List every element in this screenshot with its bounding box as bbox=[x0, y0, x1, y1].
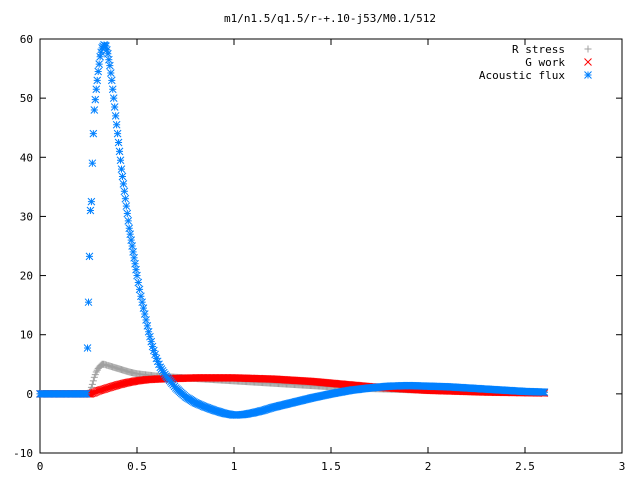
data-point bbox=[84, 298, 93, 307]
data-point bbox=[144, 327, 153, 336]
data-point bbox=[88, 159, 97, 168]
data-point bbox=[120, 187, 129, 196]
data-point bbox=[89, 389, 97, 397]
y-tick-label: 0 bbox=[26, 388, 33, 401]
data-point bbox=[92, 368, 100, 376]
data-point bbox=[115, 147, 124, 156]
data-point bbox=[89, 129, 98, 138]
x-tick-label: 0 bbox=[37, 460, 44, 473]
legend-marker bbox=[584, 45, 592, 53]
y-tick-label: 20 bbox=[20, 270, 33, 283]
x-tick-label: 2 bbox=[425, 460, 432, 473]
data-point bbox=[127, 236, 136, 244]
legend-label: Acoustic flux bbox=[479, 69, 565, 82]
data-point bbox=[89, 377, 97, 385]
data-point bbox=[540, 388, 549, 396]
data-point bbox=[135, 285, 144, 294]
data-point bbox=[87, 197, 96, 206]
data-point bbox=[114, 138, 123, 147]
data-point bbox=[109, 94, 118, 102]
x-tick-label: 3 bbox=[619, 460, 626, 473]
data-point bbox=[96, 52, 104, 61]
data-point bbox=[133, 271, 141, 280]
x-tick-label: 1.5 bbox=[321, 460, 341, 473]
data-point bbox=[90, 106, 99, 114]
data-point bbox=[143, 321, 152, 330]
data-point bbox=[92, 85, 101, 94]
data-point bbox=[95, 60, 104, 68]
plot-area bbox=[36, 41, 549, 420]
data-point bbox=[86, 206, 95, 215]
x-tick-label: 1 bbox=[231, 460, 238, 473]
data-point bbox=[117, 165, 126, 173]
legend-marker bbox=[584, 58, 592, 66]
data-point bbox=[137, 292, 145, 301]
series-acoustic-flux bbox=[36, 41, 549, 420]
x-tick-label: 0.5 bbox=[127, 460, 147, 473]
data-point bbox=[94, 67, 103, 76]
data-point bbox=[118, 172, 127, 181]
chart-title: m1/n1.5/q1.5/r-+.10-j53/M0.1/512 bbox=[224, 12, 436, 25]
legend-label: R stress bbox=[512, 43, 565, 56]
data-point bbox=[85, 252, 94, 261]
data-point bbox=[138, 298, 147, 307]
data-point bbox=[124, 217, 133, 225]
data-point bbox=[105, 61, 114, 70]
data-point bbox=[146, 332, 154, 341]
data-point bbox=[88, 380, 96, 388]
data-point bbox=[134, 278, 143, 287]
data-point bbox=[110, 103, 119, 111]
data-point bbox=[142, 316, 150, 324]
y-tick-label: 40 bbox=[20, 151, 33, 164]
data-point bbox=[121, 194, 130, 203]
data-point bbox=[113, 129, 122, 138]
data-point bbox=[106, 69, 115, 77]
x-axis: 0 0.5 1 1.5 2 2.5 3 bbox=[37, 39, 626, 473]
y-tick-label: 50 bbox=[20, 92, 33, 105]
data-point bbox=[82, 390, 91, 398]
data-point bbox=[122, 202, 131, 210]
data-point bbox=[147, 337, 156, 346]
y-tick-label: 10 bbox=[20, 329, 33, 342]
y-tick-label: 60 bbox=[20, 33, 33, 46]
data-point bbox=[119, 180, 128, 188]
y-tick-label: 30 bbox=[20, 210, 33, 223]
y-tick-label: -10 bbox=[13, 447, 33, 460]
legend-marker bbox=[584, 71, 592, 79]
data-point bbox=[116, 156, 125, 165]
data-point bbox=[112, 120, 121, 129]
data-point bbox=[83, 344, 92, 352]
data-point bbox=[91, 95, 100, 104]
data-point bbox=[107, 76, 116, 85]
x-tick-label: 2.5 bbox=[515, 460, 535, 473]
data-point bbox=[111, 112, 120, 120]
legend-label: G work bbox=[525, 56, 565, 69]
data-point bbox=[93, 76, 102, 85]
data-point bbox=[123, 209, 132, 218]
y-axis: -10 0 10 20 30 40 50 60 bbox=[13, 33, 622, 460]
data-point bbox=[140, 310, 149, 318]
data-point bbox=[139, 304, 148, 312]
data-point bbox=[108, 85, 117, 94]
